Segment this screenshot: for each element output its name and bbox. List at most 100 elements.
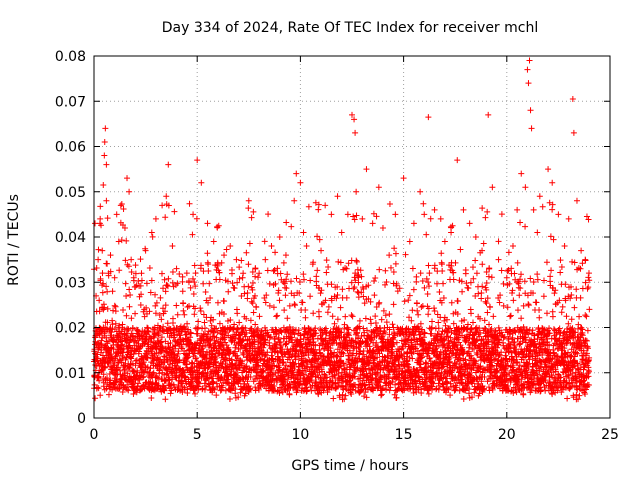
data-point xyxy=(231,321,238,328)
data-point xyxy=(146,264,153,271)
data-point xyxy=(268,365,275,372)
data-point xyxy=(243,249,250,256)
data-point xyxy=(138,291,145,298)
data-point xyxy=(418,354,425,361)
data-point xyxy=(249,269,256,276)
data-point xyxy=(282,292,289,299)
data-point xyxy=(189,231,196,238)
data-point xyxy=(97,203,104,210)
data-point xyxy=(117,345,124,352)
data-point xyxy=(417,270,424,277)
data-point xyxy=(169,269,176,276)
data-point xyxy=(195,324,202,331)
data-point xyxy=(250,309,257,316)
data-point xyxy=(434,311,441,318)
data-point xyxy=(438,250,445,257)
data-point xyxy=(353,257,360,264)
data-point xyxy=(140,369,147,376)
data-point xyxy=(183,270,190,277)
data-point xyxy=(174,311,181,318)
data-point xyxy=(408,317,415,324)
data-point xyxy=(277,327,284,334)
data-point xyxy=(155,329,162,336)
data-point xyxy=(359,371,366,378)
data-point xyxy=(305,203,312,210)
data-point xyxy=(418,326,425,333)
data-point xyxy=(244,295,251,302)
data-point xyxy=(318,287,325,294)
data-point xyxy=(192,390,199,397)
data-point xyxy=(158,316,165,323)
data-point xyxy=(166,346,173,353)
data-point xyxy=(368,337,375,344)
data-point xyxy=(150,357,157,364)
data-point xyxy=(383,278,390,285)
data-point xyxy=(216,276,223,283)
data-point xyxy=(386,331,393,338)
data-point xyxy=(192,270,199,277)
data-point xyxy=(360,325,367,332)
data-point xyxy=(360,293,367,300)
data-point xyxy=(139,374,146,381)
data-point xyxy=(363,394,370,401)
data-point xyxy=(445,386,452,393)
data-point xyxy=(123,292,130,299)
data-point xyxy=(191,311,198,318)
data-point xyxy=(239,337,246,344)
data-point xyxy=(195,383,202,390)
data-point xyxy=(359,368,366,375)
data-point xyxy=(354,329,361,336)
data-point xyxy=(339,286,346,293)
data-point xyxy=(150,369,157,376)
data-point xyxy=(156,312,163,319)
data-point xyxy=(210,329,217,336)
data-point xyxy=(162,288,169,295)
data-point xyxy=(274,265,281,272)
data-point xyxy=(209,380,216,387)
data-point xyxy=(119,321,126,328)
data-point xyxy=(120,206,127,213)
data-point xyxy=(344,343,351,350)
data-point xyxy=(256,313,263,320)
data-point xyxy=(157,294,164,301)
data-point xyxy=(162,302,169,309)
data-point xyxy=(234,279,241,286)
data-point xyxy=(431,305,438,312)
data-point xyxy=(288,223,295,230)
data-point xyxy=(268,367,275,374)
data-point xyxy=(351,216,358,223)
data-point xyxy=(410,348,417,355)
data-point xyxy=(342,392,349,399)
data-point xyxy=(292,375,299,382)
data-point xyxy=(243,368,250,375)
data-point xyxy=(191,262,198,269)
data-point xyxy=(431,262,438,269)
data-point xyxy=(100,280,107,287)
data-point xyxy=(252,321,259,328)
data-point xyxy=(175,340,182,347)
data-point xyxy=(408,343,415,350)
data-point xyxy=(206,363,213,370)
data-point xyxy=(254,369,261,376)
data-point xyxy=(320,387,327,394)
data-point xyxy=(438,331,445,338)
data-point xyxy=(198,262,205,269)
data-point xyxy=(160,323,167,330)
data-point xyxy=(393,280,400,287)
data-point xyxy=(408,337,415,344)
data-point xyxy=(192,305,199,312)
data-point xyxy=(356,348,363,355)
data-point xyxy=(323,380,330,387)
data-point xyxy=(110,307,117,314)
data-point xyxy=(97,392,104,399)
data-point xyxy=(344,325,351,332)
data-point xyxy=(132,262,139,269)
data-point xyxy=(367,298,374,305)
data-point xyxy=(122,257,129,264)
data-point xyxy=(206,280,213,287)
data-point xyxy=(372,313,379,320)
data-point xyxy=(406,314,413,321)
data-point xyxy=(189,360,196,367)
data-point xyxy=(383,319,390,326)
data-point xyxy=(339,383,346,390)
